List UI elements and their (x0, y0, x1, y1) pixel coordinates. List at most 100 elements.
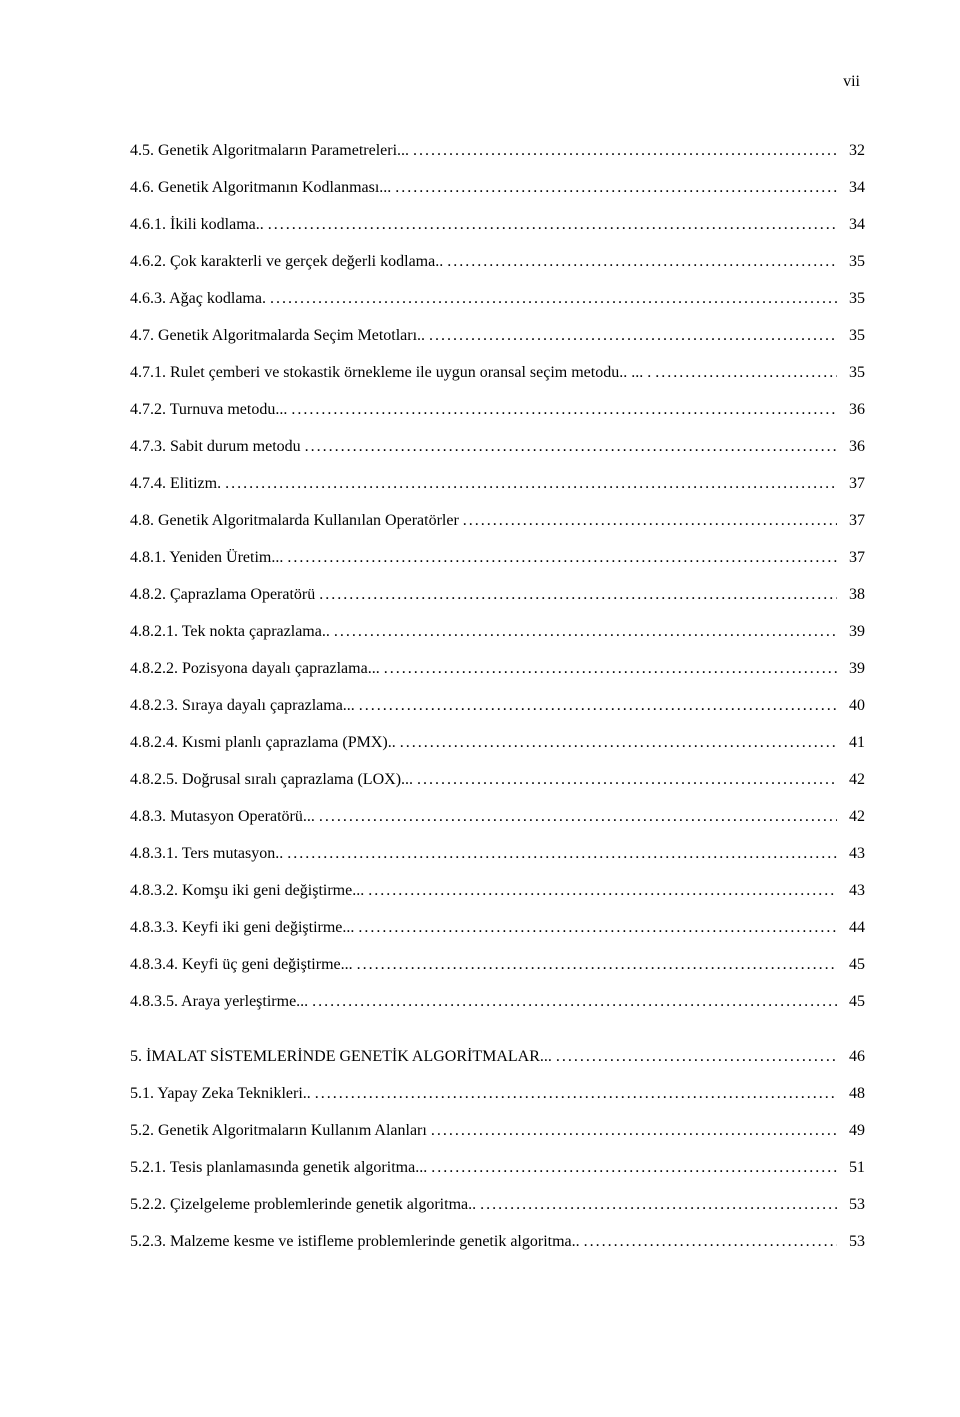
toc-entry-text: 4.8.2. Çaprazlama Operatörü (130, 583, 315, 607)
toc-row: 4.8.2.5. Doğrusal sıralı çaprazlama (LOX… (130, 768, 865, 792)
toc-leader: ........................................… (266, 287, 837, 311)
toc-leader: ........................................… (391, 176, 837, 200)
toc-entry-text: 4.8.3.1. Ters mutasyon.. (130, 842, 283, 866)
toc-entry-text: 4.8.3. Mutasyon Operatörü... (130, 805, 315, 829)
toc-entry-text: 4.7.2. Turnuva metodu... (130, 398, 287, 422)
toc-leader: ........................................… (476, 1193, 837, 1217)
toc-row: 4.5. Genetik Algoritmaların Parametreler… (130, 139, 865, 163)
toc-row: 5. İMALAT SİSTEMLERİNDE GENETİK ALGORİTM… (130, 1045, 865, 1069)
toc-row: 4.8.2.2. Pozisyona dayalı çaprazlama....… (130, 657, 865, 681)
toc-leader: ........................................… (580, 1230, 837, 1254)
toc-leader: ........................................… (355, 694, 837, 718)
toc-leader: ........................................… (330, 620, 837, 644)
toc-page-number: 43 (837, 879, 865, 903)
toc-entry-text: 4.6. Genetik Algoritmanın Kodlanması... (130, 176, 391, 200)
toc-leader: ........................................… (459, 509, 837, 533)
toc-row: 4.8.2.1. Tek nokta çaprazlama...........… (130, 620, 865, 644)
toc-row: 4.7.1. Rulet çemberi ve stokastik örnekl… (130, 361, 865, 385)
toc-leader: ........................................… (264, 213, 837, 237)
toc-row: 4.7.4. Elitizm..........................… (130, 472, 865, 496)
toc-page-number: 34 (837, 213, 865, 237)
toc-page-number: 37 (837, 546, 865, 570)
toc-entry-text: 4.8.3.4. Keyfi üç geni değiştirme... (130, 953, 353, 977)
toc-page-number: 41 (837, 731, 865, 755)
toc-page-number: 44 (837, 916, 865, 940)
toc-page-number: 49 (837, 1119, 865, 1143)
toc-row: 4.8.3.2. Komşu iki geni değiştirme......… (130, 879, 865, 903)
toc-entry-text: 4.8.3.5. Araya yerleştirme... (130, 990, 308, 1014)
toc-entry-text: 4.8.2.3. Sıraya dayalı çaprazlama... (130, 694, 355, 718)
toc-page-number: 42 (837, 805, 865, 829)
toc-page-number: 39 (837, 657, 865, 681)
toc-row: 4.6.3. Ağaç kodlama.....................… (130, 287, 865, 311)
toc-leader: ........................................… (353, 953, 837, 977)
toc-page-number: 34 (837, 176, 865, 200)
toc-page-number: 35 (837, 361, 865, 385)
toc-leader: ........................................… (221, 472, 837, 496)
toc-page-number: 38 (837, 583, 865, 607)
toc-page-number: 36 (837, 435, 865, 459)
toc-leader: ........................................… (443, 250, 837, 274)
toc-gap (130, 1027, 865, 1045)
toc-entry-text: 4.8.2.5. Doğrusal sıralı çaprazlama (LOX… (130, 768, 413, 792)
toc-row: 4.8.2.4. Kısmi planlı çaprazlama (PMX)..… (130, 731, 865, 755)
toc-page-number: 37 (837, 509, 865, 533)
toc-entry-text: 4.8.2.4. Kısmi planlı çaprazlama (PMX).. (130, 731, 396, 755)
toc-page-number: 39 (837, 620, 865, 644)
toc-page-number: 48 (837, 1082, 865, 1106)
toc-page-number: 45 (837, 990, 865, 1014)
toc-entry-text: 4.7.3. Sabit durum metodu (130, 435, 301, 459)
toc-row: 4.7.3. Sabit durum metodu...............… (130, 435, 865, 459)
toc-page-number: 53 (837, 1230, 865, 1254)
toc-row: 4.8. Genetik Algoritmalarda Kullanılan O… (130, 509, 865, 533)
toc-entry-text: 5.2.3. Malzeme kesme ve istifleme proble… (130, 1230, 580, 1254)
toc-row: 4.8.3.5. Araya yerleştirme..............… (130, 990, 865, 1014)
toc-entry-text: 5.1. Yapay Zeka Teknikleri.. (130, 1082, 311, 1106)
toc-leader: ........................................… (301, 435, 837, 459)
toc-entry-text: 5.2. Genetik Algoritmaların Kullanım Ala… (130, 1119, 427, 1143)
toc-entry-text: 4.6.2. Çok karakterli ve gerçek değerli … (130, 250, 443, 274)
toc-leader: ........................................… (409, 139, 837, 163)
toc-leader: ........................................… (308, 990, 837, 1014)
toc-leader: ........................................… (354, 916, 837, 940)
toc-entry-text: 4.8.3.2. Komşu iki geni değiştirme... (130, 879, 364, 903)
toc-page-number: 53 (837, 1193, 865, 1217)
toc-row: 4.8.2.3. Sıraya dayalı çaprazlama.......… (130, 694, 865, 718)
toc-entry-text: 4.8.2.2. Pozisyona dayalı çaprazlama... (130, 657, 380, 681)
table-of-contents: 4.5. Genetik Algoritmaların Parametreler… (130, 139, 865, 1254)
toc-leader: ........................................… (315, 805, 837, 829)
toc-leader: ........................................… (427, 1156, 837, 1180)
toc-leader: ........................................… (552, 1045, 837, 1069)
toc-entry-text: 5.2.2. Çizelgeleme problemlerinde geneti… (130, 1193, 476, 1217)
toc-leader: ........................................… (380, 657, 837, 681)
toc-row: 4.6.2. Çok karakterli ve gerçek değerli … (130, 250, 865, 274)
toc-entry-text: 4.8.1. Yeniden Üretim... (130, 546, 283, 570)
toc-page-number: 51 (837, 1156, 865, 1180)
toc-leader: ........................................… (315, 583, 837, 607)
toc-entry-text: 4.6.3. Ağaç kodlama. (130, 287, 266, 311)
toc-row: 5.2.2. Çizelgeleme problemlerinde geneti… (130, 1193, 865, 1217)
toc-row: 5.2.3. Malzeme kesme ve istifleme proble… (130, 1230, 865, 1254)
toc-leader: ........................................… (283, 546, 837, 570)
toc-row: 4.8.3. Mutasyon Operatörü...............… (130, 805, 865, 829)
toc-leader: ........................................… (364, 879, 837, 903)
toc-page-number: 35 (837, 250, 865, 274)
toc-entry-text: 4.8. Genetik Algoritmalarda Kullanılan O… (130, 509, 459, 533)
toc-leader: ........................................… (425, 324, 837, 348)
toc-row: 5.2. Genetik Algoritmaların Kullanım Ala… (130, 1119, 865, 1143)
toc-entry-text: 4.7. Genetik Algoritmalarda Seçim Metotl… (130, 324, 425, 348)
page-number: vii (130, 70, 865, 94)
toc-leader: ........................................… (283, 842, 837, 866)
toc-row: 4.8.3.1. Ters mutasyon..................… (130, 842, 865, 866)
toc-entry-text: 4.5. Genetik Algoritmaların Parametreler… (130, 139, 409, 163)
toc-page-number: 40 (837, 694, 865, 718)
toc-leader: ........................................… (311, 1082, 837, 1106)
toc-page-number: 35 (837, 324, 865, 348)
toc-entry-text: 4.7.1. Rulet çemberi ve stokastik örnekl… (130, 361, 651, 385)
toc-row: 4.7.2. Turnuva metodu...................… (130, 398, 865, 422)
toc-leader: ........................................… (651, 361, 837, 385)
toc-entry-text: 4.8.3.3. Keyfi iki geni değiştirme... (130, 916, 354, 940)
toc-leader: ........................................… (413, 768, 837, 792)
toc-row: 4.8.3.4. Keyfi üç geni değiştirme.......… (130, 953, 865, 977)
toc-page-number: 32 (837, 139, 865, 163)
